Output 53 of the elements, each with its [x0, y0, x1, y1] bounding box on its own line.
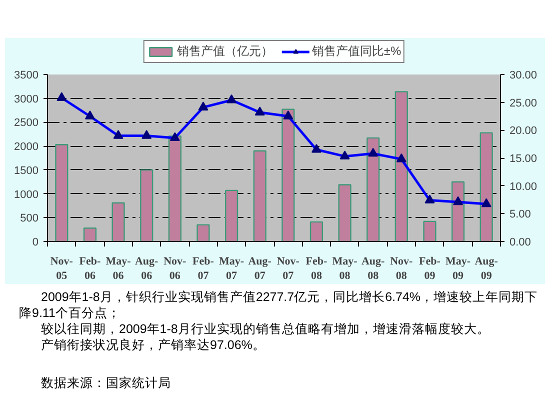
bar — [224, 190, 238, 242]
x-tick-label: Nov-07 — [276, 256, 300, 282]
bar — [366, 137, 380, 242]
text: 2009年1-8月，针织行业实现销售产值2277.7亿元，同比增长6.74%，增速较上年同期下降9.11个百分点； — [19, 289, 539, 321]
bar — [253, 150, 266, 242]
bar — [423, 220, 436, 242]
x-tick-label: Feb-07 — [192, 256, 214, 282]
y2-tick-label: 25.00 — [510, 97, 538, 110]
bar — [451, 181, 465, 242]
y-tick-label: 3500 — [14, 70, 39, 82]
x-tick-label: Nov-06 — [164, 256, 187, 282]
y-tick-label: 2000 — [14, 141, 39, 154]
y2-tick-label: 20.00 — [510, 125, 538, 138]
text: 产销衔接状况良好，产销率达97.06%。 — [40, 337, 266, 353]
y2-tick-label: 30.00 — [510, 70, 538, 82]
y-tick-label: 500 — [20, 212, 39, 225]
x-tick-label: Feb-09 — [419, 256, 441, 282]
y-tick-label: 1500 — [14, 164, 39, 177]
bar — [83, 228, 97, 242]
bar — [55, 144, 68, 242]
bar — [168, 135, 182, 242]
bar — [140, 169, 154, 242]
x-tick-label: May-08 — [332, 256, 358, 282]
bar — [338, 184, 352, 242]
x-tick-label: May-07 — [219, 256, 244, 282]
y-tick-label: 1000 — [14, 188, 39, 201]
bar — [310, 221, 324, 242]
x-tick-label: Nov-08 — [390, 256, 414, 282]
legend-label: 销售产值同比±% — [312, 43, 402, 60]
x-tick-label: Nov-05 — [50, 256, 74, 282]
x-tick-label: May-09 — [446, 256, 471, 282]
y-tick-label: 3000 — [14, 93, 39, 106]
y2-tick-label: 0.00 — [510, 236, 531, 248]
y2-tick-label: 5.00 — [510, 208, 531, 221]
y-tick-label: 0 — [32, 236, 39, 248]
legend-label: 销售产值（亿元） — [176, 43, 273, 60]
y-tick-label: 2500 — [14, 117, 39, 130]
y2-tick-label: 15.00 — [510, 153, 538, 165]
bar — [394, 91, 408, 242]
text: 较以往同期，2009年1-8月行业实现的销售总值略有增加，增速滑落幅度较大。 — [40, 321, 491, 337]
x-tick-label: Aug-08 — [361, 256, 386, 282]
bar — [282, 108, 295, 242]
bar — [196, 224, 210, 242]
x-tick-label: Aug-07 — [248, 256, 272, 282]
x-tick-label: Aug-06 — [134, 256, 159, 282]
y2-tick-label: 10.00 — [510, 180, 538, 193]
x-tick-label: May-06 — [106, 256, 132, 282]
bar — [112, 202, 125, 242]
source-note: 数据来源：国家统计局 — [40, 375, 172, 391]
x-tick-label: Feb-06 — [79, 256, 101, 282]
x-tick-label: Aug-09 — [474, 256, 498, 282]
x-tick-label: Feb-08 — [306, 256, 328, 282]
bar — [480, 132, 493, 242]
